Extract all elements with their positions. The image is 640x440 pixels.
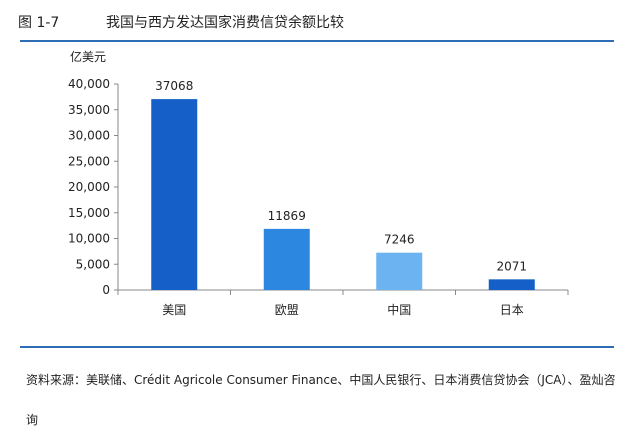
chart-title: 我国与西方发达国家消费信贷余额比较: [106, 15, 344, 31]
y-tick-label: 40,000: [68, 77, 110, 91]
figure-number: 图 1-7: [18, 15, 60, 31]
bar-value-label: 2071: [496, 259, 527, 273]
y-tick-label: 35,000: [68, 103, 110, 117]
bar-3: [376, 252, 423, 290]
bar-1: [151, 99, 198, 291]
top-rule: [20, 40, 614, 42]
bar-value-label: 11869: [268, 209, 306, 223]
bar-2: [263, 228, 310, 290]
figure-header: 图 1-7 我国与西方发达国家消费信贷余额比较: [10, 10, 610, 34]
y-tick-label: 5,000: [76, 257, 110, 271]
y-tick-label: 20,000: [68, 180, 110, 194]
bottom-rule: [20, 346, 614, 348]
bar-value-label: 7246: [384, 233, 415, 247]
x-tick-label: 欧盟: [275, 303, 299, 317]
y-tick-label: 15,000: [68, 206, 110, 220]
bar-chart: 0 5,000 10,000 15,000 20,000 25,000 30,000 35,0…: [68, 77, 569, 317]
bar-value-label: 37068: [155, 79, 193, 93]
y-tick-label: 0: [102, 283, 110, 297]
source-note: 资料来源：美联储、Crédit Agricole Consumer Financ…: [26, 373, 616, 427]
y-tick-label: 10,000: [68, 232, 110, 246]
y-tick-label: 30,000: [68, 129, 110, 143]
y-tick-label: 25,000: [68, 154, 110, 168]
x-tick-label: 中国: [387, 302, 411, 317]
x-tick-label: 美国: [162, 303, 186, 317]
y-axis-unit-label: 亿美元: [70, 50, 107, 64]
x-tick-label: 日本: [500, 303, 524, 317]
bar-4: [488, 279, 535, 290]
